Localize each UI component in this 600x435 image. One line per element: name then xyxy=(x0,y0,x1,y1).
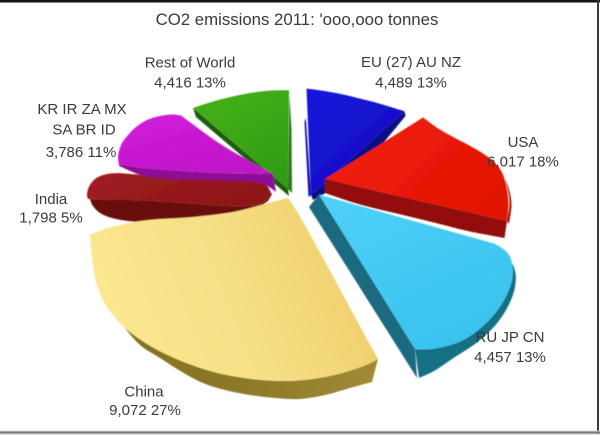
svg-text:4,416 13%: 4,416 13% xyxy=(154,75,226,92)
svg-text:CO2 emissions 2011: 'ooo,ooo: CO2 emissions 2011: 'ooo,ooo tonnes xyxy=(156,10,439,29)
svg-text:Rest of World: Rest of World xyxy=(145,55,236,72)
svg-text:RU JP CN: RU JP CN xyxy=(476,329,545,346)
svg-text:China: China xyxy=(124,384,164,401)
svg-text:KR IR ZA MX: KR IR ZA MX xyxy=(37,101,126,118)
svg-text:India: India xyxy=(35,191,68,208)
svg-text:1,798 5%: 1,798 5% xyxy=(19,210,82,227)
svg-text:6,017 18%: 6,017 18% xyxy=(487,154,559,171)
svg-text:3,786 11%: 3,786 11% xyxy=(46,144,117,161)
svg-text:EU (27) AU NZ: EU (27) AU NZ xyxy=(361,54,461,71)
svg-text:9,072 27%: 9,072 27% xyxy=(109,402,181,419)
svg-text:4,457 13%: 4,457 13% xyxy=(474,349,546,366)
svg-text:4,489 13%: 4,489 13% xyxy=(375,75,447,92)
svg-text:USA: USA xyxy=(508,134,539,151)
svg-text:SA BR ID: SA BR ID xyxy=(52,122,116,139)
